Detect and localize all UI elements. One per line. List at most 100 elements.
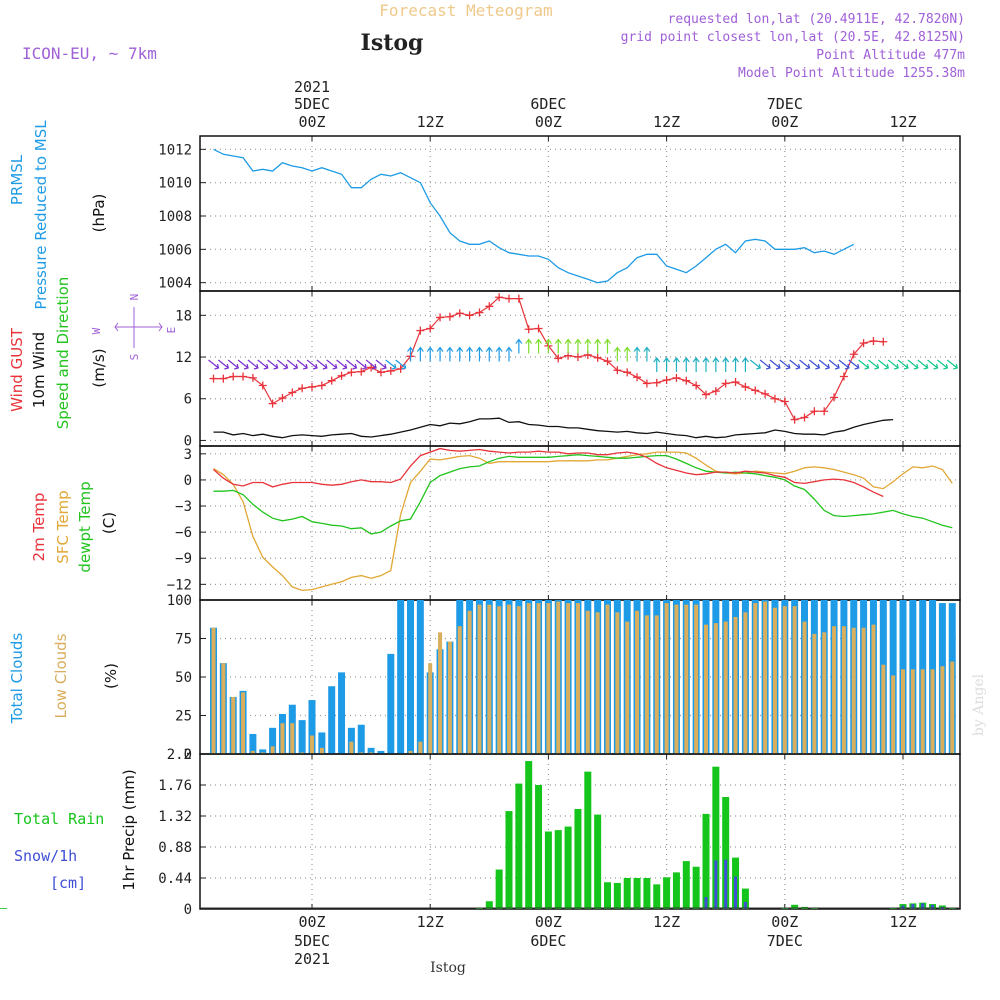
- gust-marker: [633, 373, 642, 382]
- low-cloud-bar: [654, 615, 659, 754]
- wind-arrow-icon: [604, 338, 611, 354]
- low-cloud-bar: [290, 723, 295, 754]
- low-cloud-bar: [575, 603, 580, 754]
- wind-unit: (m/s): [90, 348, 108, 387]
- low-cloud-bar: [644, 615, 649, 754]
- temp-unit: (C): [100, 512, 118, 534]
- snow-bar: [734, 876, 738, 909]
- gust-marker: [869, 337, 878, 346]
- bottom-time-label: 12Z: [889, 913, 916, 931]
- wind-arrow-icon: [907, 359, 919, 370]
- low-cloud-bar: [319, 747, 324, 754]
- total-clouds-label: Total Clouds: [8, 633, 26, 725]
- wind-arrow-icon: [663, 356, 671, 372]
- low-cloud-bar: [635, 610, 640, 754]
- compass-letter: E: [165, 327, 178, 334]
- y-tick-label: 0.88: [158, 840, 192, 856]
- low-cloud-bar: [408, 750, 413, 754]
- bottom-day-label: 5DEC: [294, 932, 330, 950]
- total-cloud-bar: [249, 733, 257, 754]
- wind-arrow-icon: [818, 359, 830, 370]
- top-time-label: 12Z: [889, 113, 916, 131]
- low-cloud-bar: [704, 624, 708, 754]
- total-cloud-bar: [328, 686, 336, 754]
- rain-bar: [692, 866, 700, 909]
- y-tick-label: −3: [175, 499, 192, 515]
- y-tick-label: 3: [184, 447, 192, 463]
- gust-marker: [642, 379, 651, 388]
- low-cloud-bar: [861, 627, 866, 754]
- gust-marker: [505, 294, 513, 303]
- low-cloud-bar: [950, 661, 955, 754]
- temperature-panel: −12 −9 −6 −3 0 3: [167, 445, 961, 601]
- y-tick-label: 1004: [158, 276, 192, 292]
- wind-arrow-icon: [741, 356, 749, 372]
- gust-marker: [367, 363, 376, 372]
- gust-marker: [790, 415, 799, 424]
- low-cloud-bar: [812, 633, 817, 754]
- top-day-label: 6DEC: [530, 95, 566, 113]
- rain-bar: [712, 766, 720, 909]
- gust-marker: [623, 368, 632, 377]
- gust-marker: [721, 379, 730, 388]
- y-tick-label: 50: [175, 670, 192, 686]
- low-cloud-bar: [241, 692, 246, 754]
- low-cloud-bar: [694, 604, 699, 754]
- rain-bar: [574, 808, 582, 909]
- gust-marker: [692, 381, 701, 390]
- clouds-unit: (%): [102, 663, 120, 689]
- wind-arrow-icon: [267, 359, 279, 370]
- precipitation-panel: 0 0.44 0.88 1.32 1.76 2.2: [0, 747, 961, 918]
- gust-marker: [376, 368, 385, 377]
- gust-marker: [859, 339, 868, 348]
- wind-sublabel: Speed and Direction: [54, 277, 72, 430]
- wind-arrow-icon: [633, 346, 641, 362]
- low-cloud-bar: [221, 663, 226, 754]
- y-tick-label: 2.2: [167, 747, 192, 763]
- low-cloud-bar: [723, 621, 728, 754]
- top-year-label: 2021: [294, 78, 330, 96]
- sfc-temp-line: [213, 451, 953, 592]
- compass-arrows: [114, 307, 163, 348]
- gust-marker: [268, 399, 277, 408]
- low-cloud-bar: [260, 752, 265, 754]
- low-cloud-bar: [250, 750, 255, 754]
- compass-letter: S: [128, 354, 141, 361]
- gust-marker: [820, 407, 829, 416]
- wind-arrow-icon: [594, 338, 602, 354]
- gust-marker: [436, 313, 445, 322]
- low-cloud-bar: [802, 621, 807, 754]
- total-cloud-bar: [338, 672, 346, 754]
- wind-label: 10m Wind: [30, 332, 48, 408]
- snow-bar: [911, 904, 915, 909]
- wind-arrow-icon: [779, 359, 791, 370]
- low-cloud-bar: [280, 723, 285, 754]
- gust-marker: [830, 393, 839, 402]
- total-cloud-bar: [387, 653, 395, 754]
- wind-arrow-icon: [848, 359, 860, 370]
- rain-bar: [613, 882, 621, 909]
- wind-arrow-icon: [306, 359, 318, 370]
- wind-arrow-icon: [877, 359, 890, 370]
- low-cloud-bar: [349, 741, 354, 754]
- wind-arrow-icon: [237, 359, 249, 370]
- low-cloud-bar: [477, 604, 482, 754]
- low-cloud-bar: [507, 604, 511, 754]
- wind-arrow-icon: [456, 346, 464, 362]
- wind-arrow-icon: [346, 359, 358, 370]
- gust-marker: [603, 357, 612, 366]
- bottom-time-label: 00Z: [535, 913, 562, 931]
- gust-marker: [308, 382, 316, 391]
- snow-bar: [724, 859, 728, 909]
- low-cloud-bar: [516, 606, 521, 754]
- pressure-unit: (hPa): [90, 194, 108, 233]
- pressure-line: [213, 148, 855, 284]
- total-cloud-bar: [269, 727, 277, 754]
- gust-marker: [347, 368, 356, 377]
- panel-frame: [199, 135, 961, 292]
- location-title: Istog: [361, 30, 424, 56]
- low-cloud-bar: [487, 604, 492, 754]
- rain-bar: [722, 796, 730, 909]
- rain-bar: [791, 904, 799, 909]
- wind-arrow-icon: [868, 359, 880, 370]
